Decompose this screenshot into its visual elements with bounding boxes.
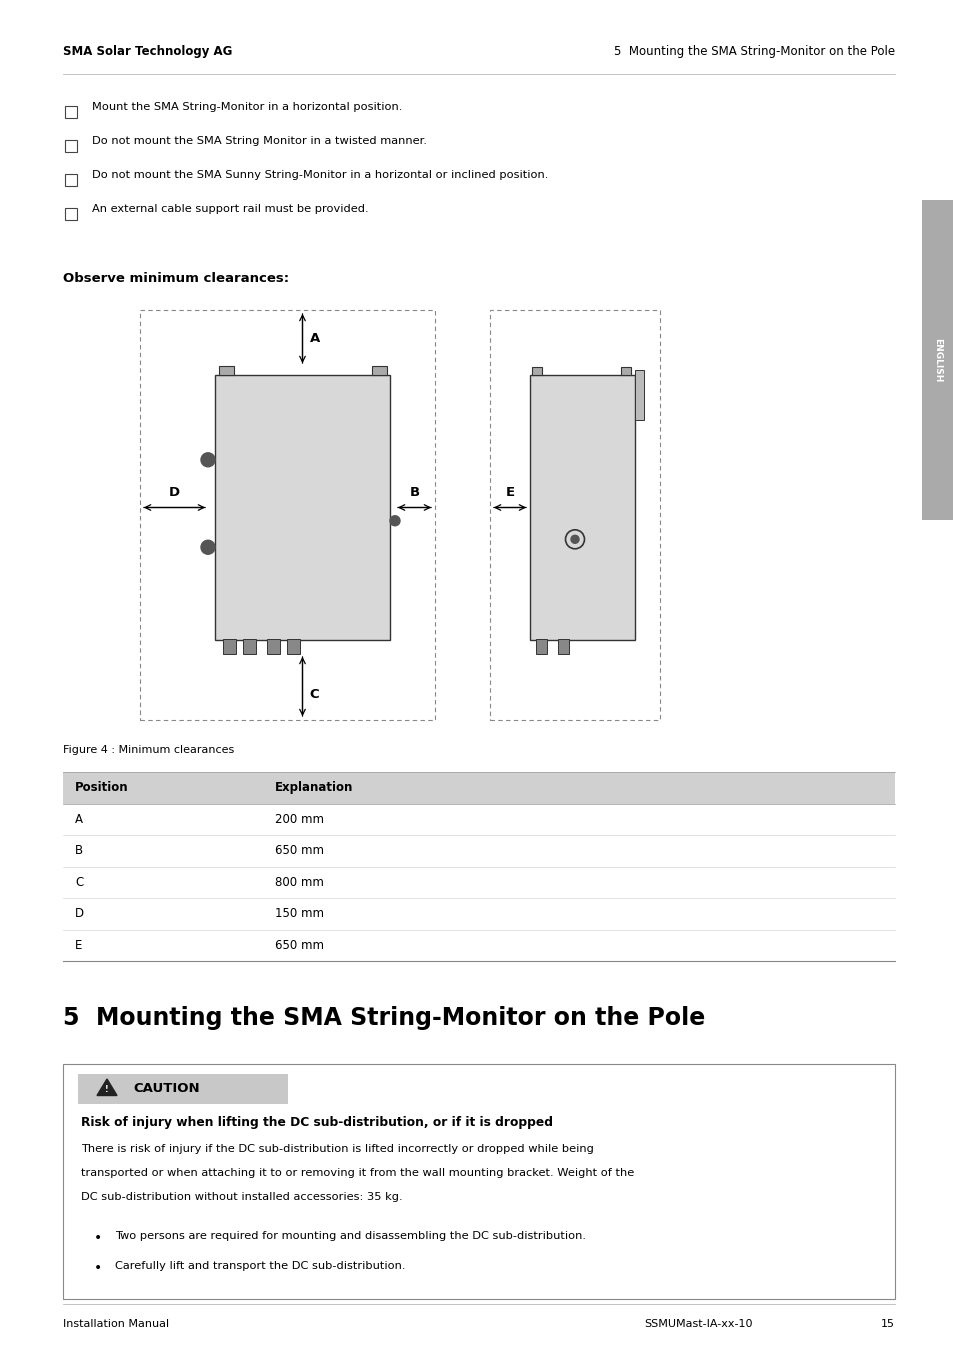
- Text: Observe minimum clearances:: Observe minimum clearances:: [63, 272, 289, 284]
- Text: Do not mount the SMA Sunny String-Monitor in a horizontal or inclined position.: Do not mount the SMA Sunny String-Monito…: [92, 171, 548, 180]
- Bar: [536, 639, 546, 654]
- Bar: [65, 139, 76, 152]
- Bar: [223, 639, 235, 654]
- Bar: [372, 366, 387, 375]
- Text: D: D: [75, 907, 84, 921]
- Text: 5  Mounting the SMA String-Monitor on the Pole: 5 Mounting the SMA String-Monitor on the…: [63, 1006, 704, 1030]
- Bar: [78, 1074, 288, 1104]
- Circle shape: [201, 540, 214, 554]
- Bar: [63, 772, 894, 803]
- Text: ENGLISH: ENGLISH: [933, 337, 942, 382]
- Text: A: A: [75, 812, 83, 826]
- Text: D: D: [169, 486, 179, 500]
- Bar: [287, 639, 299, 654]
- Text: SSMUMast-IA-xx-10: SSMUMast-IA-xx-10: [643, 1319, 752, 1330]
- Bar: [65, 106, 76, 118]
- Text: Installation Manual: Installation Manual: [63, 1319, 169, 1330]
- Text: 5  Mounting the SMA String-Monitor on the Pole: 5 Mounting the SMA String-Monitor on the…: [613, 46, 894, 58]
- Bar: [620, 367, 630, 375]
- Text: DC sub-distribution without installed accessories: 35 kg.: DC sub-distribution without installed ac…: [81, 1192, 402, 1202]
- Text: Position: Position: [75, 781, 129, 795]
- Text: Do not mount the SMA String Monitor in a twisted manner.: Do not mount the SMA String Monitor in a…: [92, 135, 427, 146]
- Bar: [219, 366, 233, 375]
- Text: B: B: [410, 486, 419, 500]
- Bar: [65, 209, 76, 219]
- Text: transported or when attaching it to or removing it from the wall mounting bracke: transported or when attaching it to or r…: [81, 1169, 634, 1178]
- Text: 800 mm: 800 mm: [274, 876, 323, 888]
- Bar: [635, 370, 643, 420]
- Text: A: A: [309, 332, 319, 344]
- Text: E: E: [75, 938, 82, 952]
- Bar: [558, 639, 568, 654]
- Bar: [267, 639, 280, 654]
- Text: CAUTION: CAUTION: [132, 1082, 199, 1095]
- Text: •: •: [93, 1231, 102, 1244]
- Text: SMA Solar Technology AG: SMA Solar Technology AG: [63, 46, 233, 58]
- Text: 650 mm: 650 mm: [274, 938, 324, 952]
- Bar: [140, 310, 435, 720]
- Bar: [530, 375, 635, 640]
- Circle shape: [571, 535, 578, 543]
- Bar: [490, 310, 659, 720]
- Text: Mount the SMA String-Monitor in a horizontal position.: Mount the SMA String-Monitor in a horizo…: [92, 102, 402, 112]
- Bar: [243, 639, 255, 654]
- Text: Two persons are required for mounting and disassembling the DC sub-distribution.: Two persons are required for mounting an…: [115, 1231, 585, 1242]
- Bar: [63, 1064, 894, 1298]
- Text: B: B: [75, 845, 83, 857]
- Bar: [532, 367, 541, 375]
- Text: •: •: [93, 1261, 102, 1275]
- Text: E: E: [505, 486, 514, 500]
- Text: C: C: [75, 876, 83, 888]
- Text: 15: 15: [880, 1319, 894, 1330]
- Circle shape: [201, 452, 214, 467]
- Text: 200 mm: 200 mm: [274, 812, 324, 826]
- Text: 650 mm: 650 mm: [274, 845, 324, 857]
- Text: An external cable support rail must be provided.: An external cable support rail must be p…: [92, 204, 369, 214]
- Bar: [65, 175, 76, 185]
- Text: Figure 4 : Minimum clearances: Figure 4 : Minimum clearances: [63, 745, 234, 756]
- Bar: [214, 375, 390, 640]
- Circle shape: [390, 516, 399, 525]
- Text: There is risk of injury if the DC sub-distribution is lifted incorrectly or drop: There is risk of injury if the DC sub-di…: [81, 1144, 594, 1154]
- Text: Carefully lift and transport the DC sub-distribution.: Carefully lift and transport the DC sub-…: [115, 1261, 405, 1271]
- Text: 150 mm: 150 mm: [274, 907, 324, 921]
- Text: Explanation: Explanation: [274, 781, 353, 795]
- Bar: [921, 200, 953, 520]
- Text: !: !: [105, 1085, 109, 1094]
- Text: Risk of injury when lifting the DC sub-distribution, or if it is dropped: Risk of injury when lifting the DC sub-d…: [81, 1116, 553, 1129]
- Polygon shape: [97, 1079, 117, 1095]
- Text: C: C: [309, 688, 319, 701]
